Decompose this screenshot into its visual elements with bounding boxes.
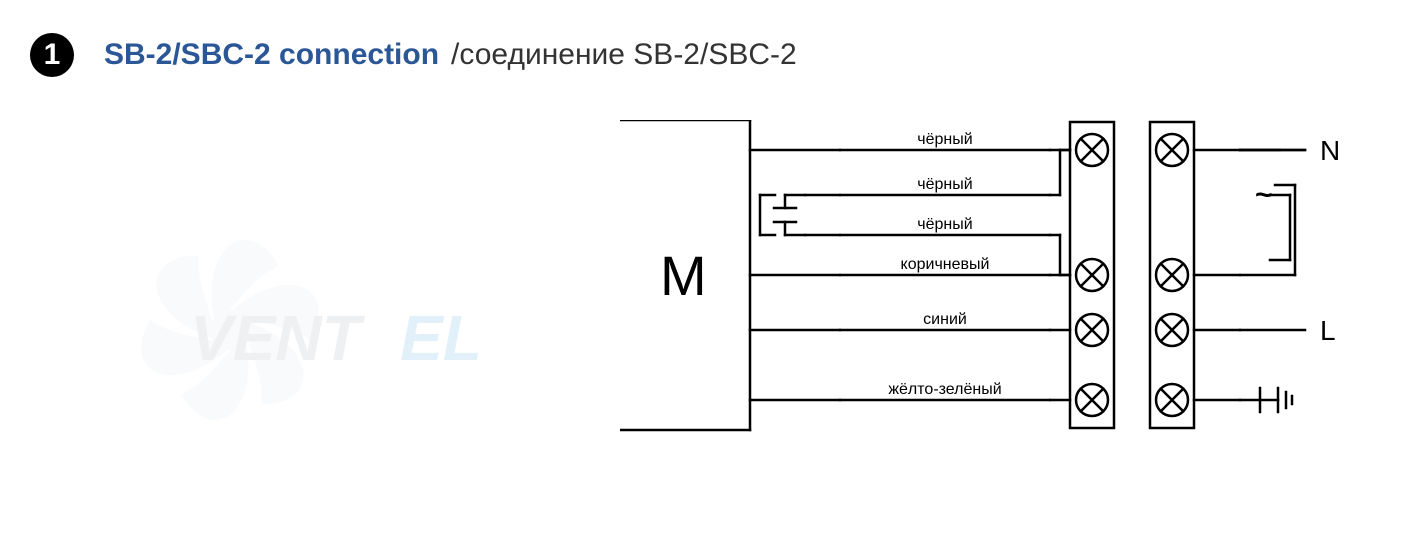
wire-label: коричневый <box>901 256 990 273</box>
title-sep: / <box>451 38 459 72</box>
step-badge: 1 <box>30 33 74 77</box>
wire-label: синий <box>923 311 967 328</box>
watermark-text-gray: VENT <box>190 302 366 374</box>
watermark-text-blue: EL <box>400 302 482 374</box>
wire-label: чёрный <box>917 176 972 193</box>
supply-label: L <box>1320 315 1336 346</box>
title-ru: соединение SB-2/SBC-2 <box>459 38 796 72</box>
watermark: VENT EL <box>120 220 540 440</box>
header: 1 SB-2/SBC-2 connection / соединение SB-… <box>30 30 1395 80</box>
title-en: SB-2/SBC-2 connection <box>104 38 439 72</box>
wire-label: чёрный <box>917 216 972 233</box>
wiring-diagram: MN~Lчёрныйчёрныйчёрныйкоричневыйсинийжёл… <box>620 120 1400 450</box>
supply-label: N <box>1320 135 1340 166</box>
motor-label: M <box>660 244 707 307</box>
wire-label: чёрный <box>917 131 972 148</box>
wire-label: жёлто-зелёный <box>888 381 1001 398</box>
fan-icon <box>141 230 319 429</box>
